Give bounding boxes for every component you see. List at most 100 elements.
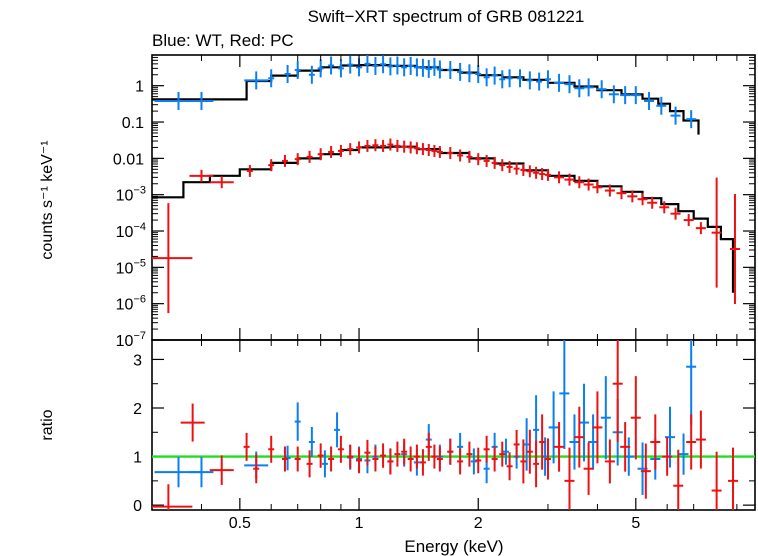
ratio-point (268, 435, 275, 463)
data-point (419, 143, 426, 156)
data-point (656, 96, 667, 115)
data-point (604, 184, 615, 197)
chart-subtitle: Blue: WT, Red: PC (152, 31, 294, 50)
data-point (627, 190, 638, 203)
ratio-point (630, 376, 641, 460)
ratio-point (356, 447, 363, 474)
y-tick-label: 10−7 (116, 330, 146, 350)
data-point (387, 57, 394, 76)
data-point (499, 70, 506, 89)
data-point (431, 144, 438, 157)
data-point (457, 149, 464, 162)
data-point (380, 139, 387, 152)
ratio-point (604, 439, 615, 484)
ratio-point (491, 446, 498, 472)
data-point (544, 168, 551, 181)
data-point (372, 56, 379, 75)
data-point (337, 144, 344, 157)
ratio-point (620, 422, 631, 472)
ratio-point (447, 438, 454, 465)
data-point (637, 193, 648, 206)
data-point (294, 61, 301, 80)
ratio-point (533, 440, 540, 488)
ratio-point (457, 448, 464, 475)
ratio-point (502, 438, 509, 465)
ratio-point (407, 446, 414, 472)
ratio-point (513, 429, 520, 459)
ratio-point (523, 418, 530, 471)
data-point (506, 69, 513, 88)
data-point (620, 86, 631, 105)
data-point (517, 69, 524, 88)
model-line-1 (152, 145, 735, 293)
data-point (431, 57, 438, 76)
data-point (533, 166, 540, 179)
y-tick-label: 10−4 (116, 221, 146, 241)
data-point (539, 168, 546, 181)
data-point (281, 154, 288, 167)
bottom-plot-frame (151, 339, 756, 511)
ratio-point (431, 444, 438, 469)
data-point (425, 59, 432, 78)
ratio-point (526, 429, 533, 474)
data-point (308, 65, 315, 84)
y-tick-label: 0 (133, 498, 142, 515)
data-point (356, 141, 363, 154)
data-point (347, 55, 354, 74)
ratio-point (413, 444, 420, 469)
data-point (337, 59, 344, 78)
data-point (483, 154, 490, 167)
y-tick-label: 1 (135, 79, 144, 96)
ratio-point (328, 446, 335, 472)
data-point (670, 106, 681, 125)
ratio-point (520, 439, 527, 484)
ratio-point (600, 376, 611, 460)
data-point (380, 55, 387, 74)
data-point (670, 207, 681, 220)
ratio-point (588, 414, 599, 470)
data-point (246, 164, 253, 177)
data-point (583, 78, 594, 97)
data-point (328, 145, 335, 158)
data-point (659, 201, 670, 214)
y-tick-label: 2 (133, 401, 142, 418)
ratio-point (499, 441, 506, 467)
ratio-point (364, 439, 371, 466)
x-tick-label: 1 (355, 515, 364, 532)
ratio-data (152, 340, 755, 510)
data-point (425, 143, 432, 156)
ratio-point (711, 451, 722, 510)
ratio-point (294, 446, 301, 472)
data-point (536, 72, 543, 91)
data-point (372, 139, 379, 152)
data-point (317, 59, 324, 78)
ratio-point (554, 422, 565, 472)
data-point (209, 176, 234, 189)
spectrum-panel: 1 0.1 0.01 10−3 10−4 10−5 10−6 10−7 (113, 54, 756, 350)
y-tick-label: 0.1 (122, 115, 144, 132)
ratio-point (306, 450, 313, 478)
data-point (583, 178, 594, 191)
ratio-point (281, 446, 288, 472)
model-line-0 (152, 63, 700, 135)
data-point (457, 62, 464, 81)
ratio-point (436, 446, 443, 472)
ratio-point (483, 435, 490, 463)
ratio-point (686, 414, 697, 470)
data-point (347, 143, 354, 156)
top-plot-frame (151, 54, 756, 341)
data-point (419, 58, 426, 77)
data-point (152, 203, 193, 314)
data-point (317, 148, 324, 161)
ratio-point (592, 391, 603, 464)
ratio-point (253, 454, 260, 484)
x-tick-label: 5 (631, 515, 640, 532)
ratio-point (243, 432, 250, 461)
data-point (647, 196, 658, 209)
ratio-point (559, 340, 570, 450)
data-point (483, 68, 490, 87)
ratio-point (317, 443, 324, 468)
x-tick-label: 2 (474, 515, 483, 532)
data-point (564, 173, 575, 186)
